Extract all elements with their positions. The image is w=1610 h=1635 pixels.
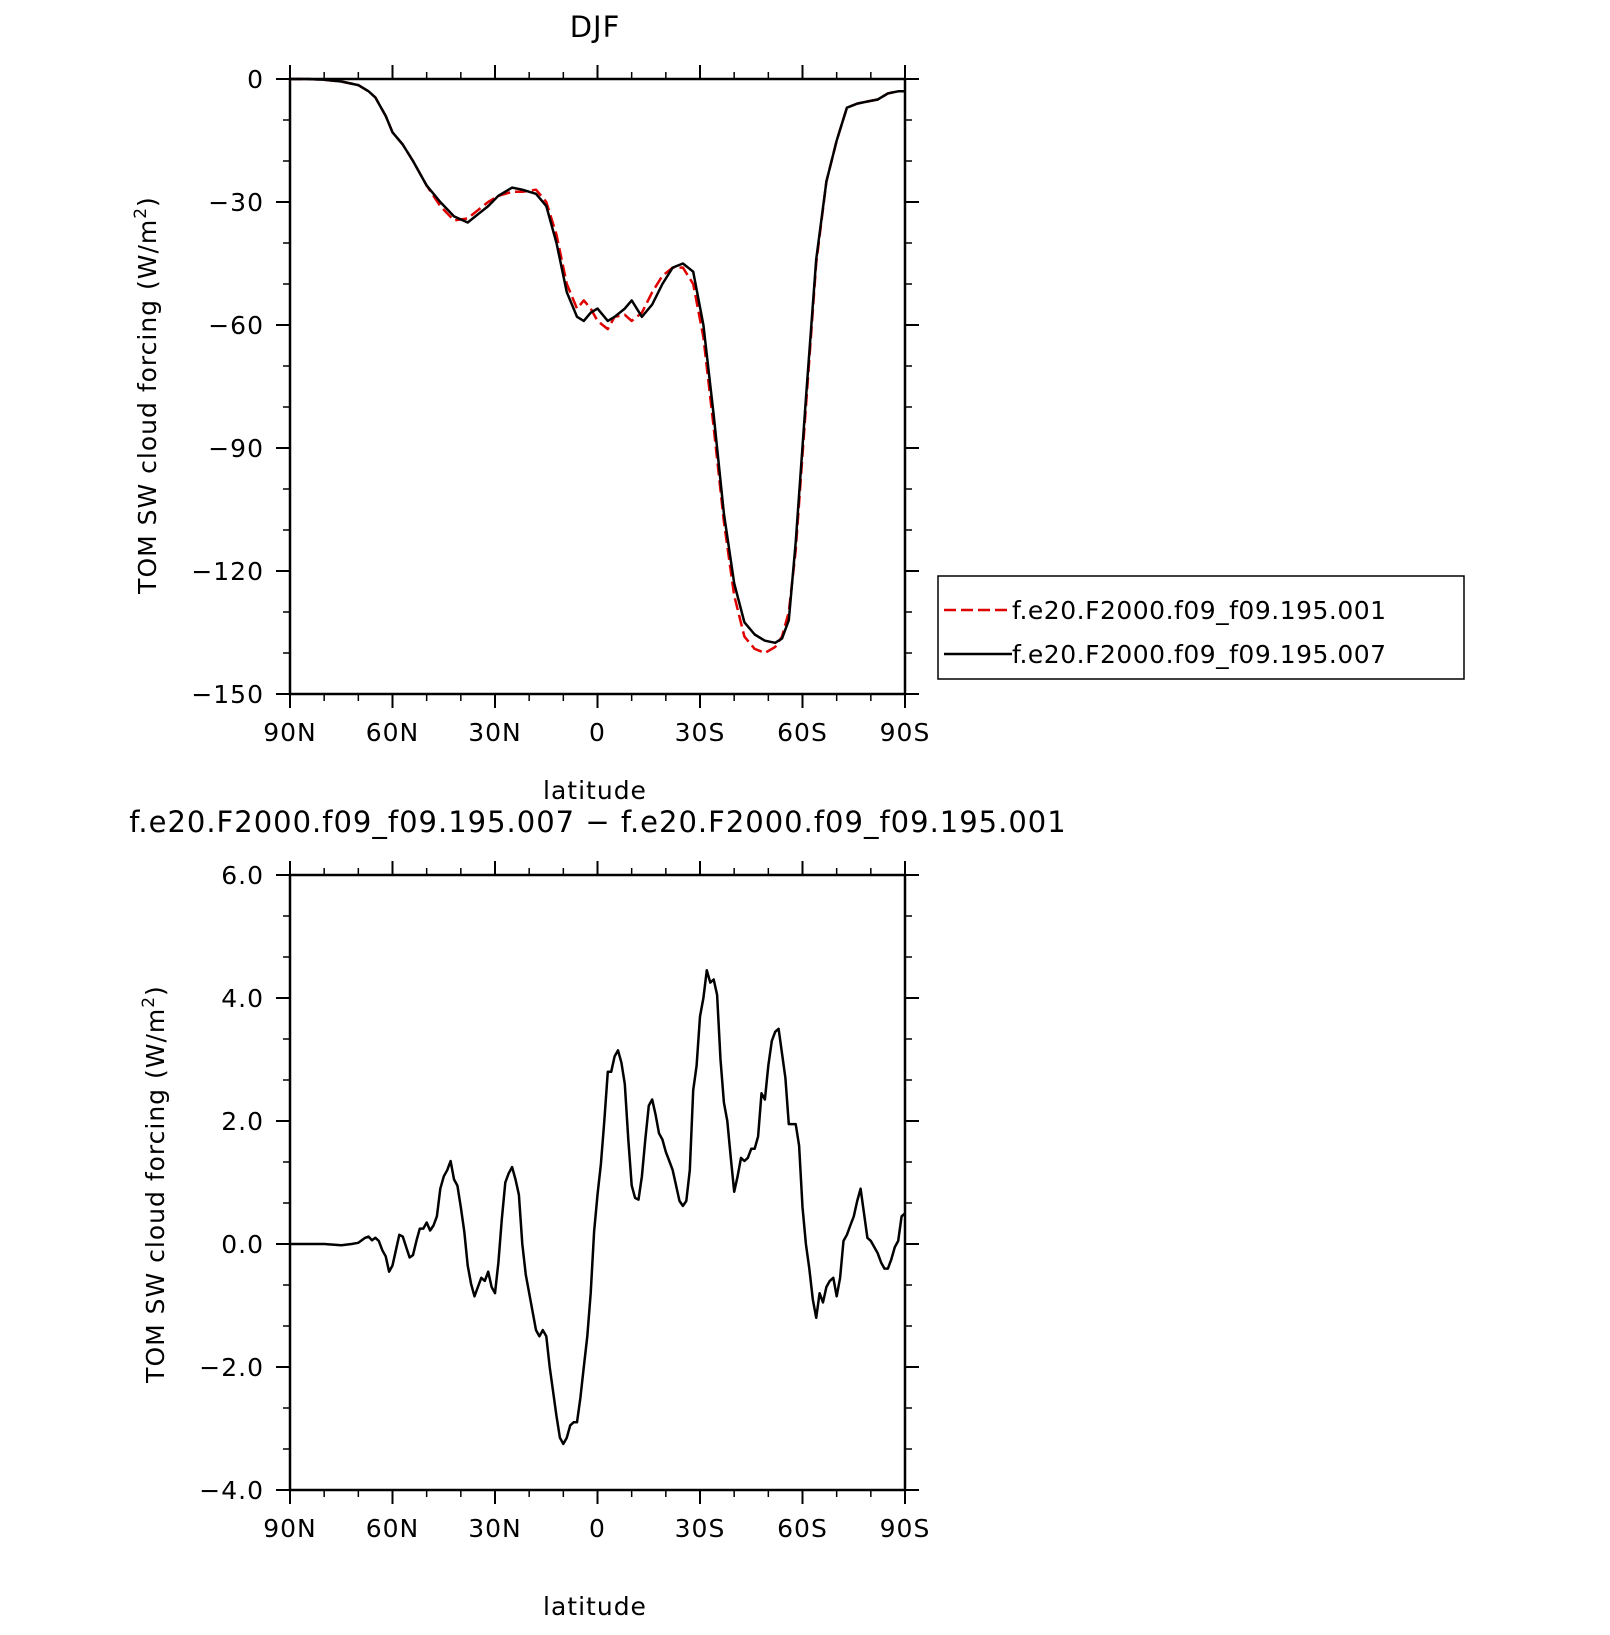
y-tick-label: −90 [208, 434, 264, 463]
y-tick-label: −150 [191, 680, 264, 709]
legend-box [937, 575, 1465, 680]
x-tick-label: 90S [880, 1514, 931, 1543]
x-tick-label: 30S [675, 1514, 726, 1543]
top-chart-title: DJF [570, 10, 621, 44]
bottom-x-axis-label: latitude [543, 1592, 647, 1621]
y-tick-label: 0.0 [221, 1230, 264, 1259]
legend-label-series-2: f.e20.F2000.f09_f09.195.007 [1012, 640, 1387, 669]
y-tick-label: 2.0 [221, 1107, 264, 1136]
y-tick-label: 4.0 [221, 984, 264, 1013]
x-tick-label: 90N [263, 1514, 317, 1543]
series-line-2 [290, 77, 905, 645]
x-tick-label: 0 [589, 1514, 606, 1543]
top-x-axis-label: latitude [543, 776, 647, 805]
x-tick-label: 30N [468, 718, 522, 747]
x-tick-label: 30N [468, 1514, 522, 1543]
bottom-panel: f.e20.F2000.f09_f09.195.007 − f.e20.F200… [129, 805, 1066, 1621]
legend: f.e20.F2000.f09_f09.195.001 f.e20.F2000.… [937, 575, 1465, 680]
y-tick-label: −120 [191, 557, 264, 586]
x-tick-label: 90S [880, 718, 931, 747]
x-tick-label: 0 [589, 718, 606, 747]
x-tick-label: 60N [366, 718, 420, 747]
x-tick-label: 90N [263, 718, 317, 747]
y-tick-label: 6.0 [221, 861, 264, 890]
y-tick-label: 0 [247, 65, 264, 94]
y-tick-label: −2.0 [199, 1353, 264, 1382]
x-tick-label: 30S [675, 718, 726, 747]
y-tick-label: −60 [208, 311, 264, 340]
series-line-1 [290, 969, 906, 1446]
y-tick-label: −30 [208, 188, 264, 217]
bottom-y-axis-label: TOM SW cloud forcing (W/m2) [139, 985, 170, 1384]
x-tick-label: 60S [777, 1514, 828, 1543]
x-tick-label: 60S [777, 718, 828, 747]
top-panel: DJF TOM SW cloud forcing (W/m2) latitude… [131, 10, 931, 805]
bottom-chart-title: f.e20.F2000.f09_f09.195.007 − f.e20.F200… [129, 805, 1066, 839]
plot-frame [288, 77, 907, 696]
legend-label-series-1: f.e20.F2000.f09_f09.195.001 [1012, 596, 1387, 625]
plot-frame [288, 873, 907, 1492]
y-tick-label: −4.0 [199, 1476, 264, 1505]
series-line-1 [290, 77, 905, 655]
top-y-axis-label: TOM SW cloud forcing (W/m2) [131, 196, 162, 595]
x-tick-label: 60N [366, 1514, 420, 1543]
